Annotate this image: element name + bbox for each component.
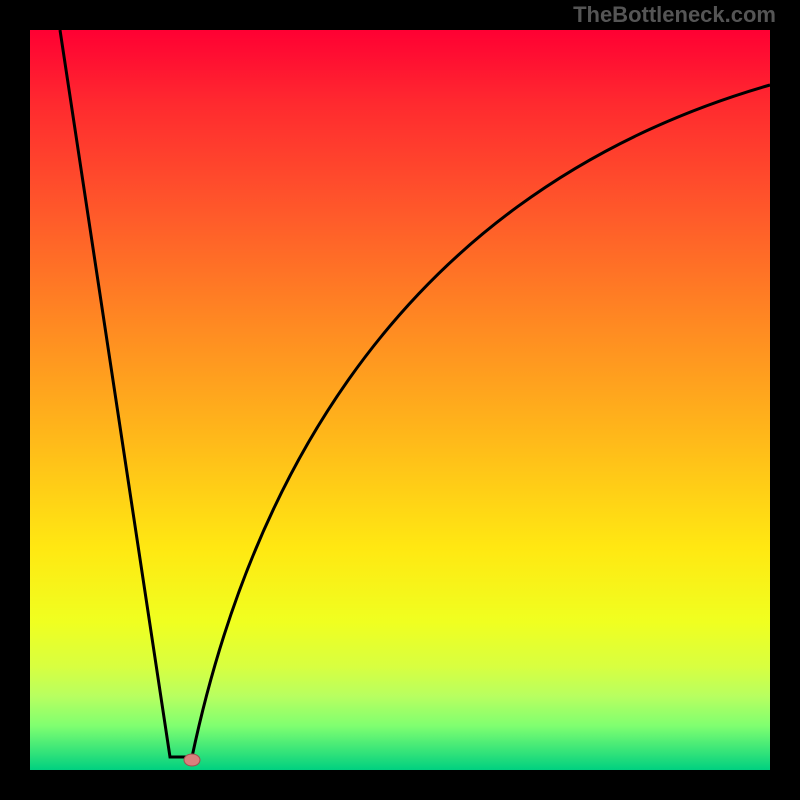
bottleneck-chart: TheBottleneck.com bbox=[0, 0, 800, 800]
gradient-background bbox=[30, 30, 770, 770]
optimal-point-marker bbox=[184, 754, 200, 766]
watermark-text: TheBottleneck.com bbox=[573, 2, 776, 27]
plot-area bbox=[30, 30, 770, 770]
